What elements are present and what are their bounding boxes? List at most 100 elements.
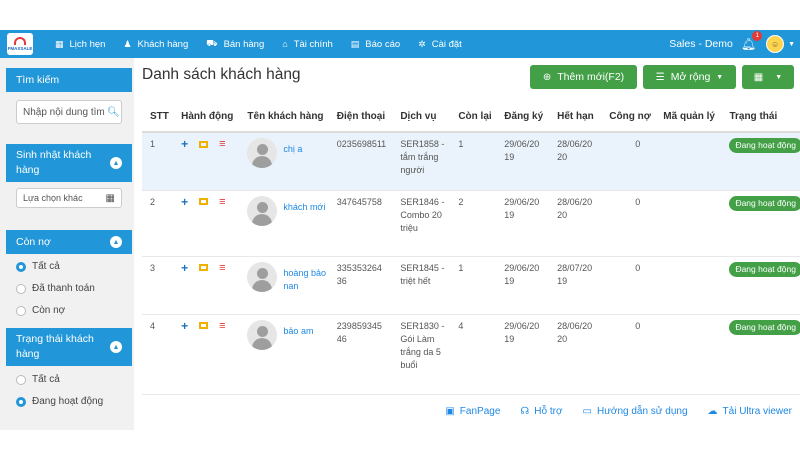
column-header[interactable]: Hết hạn xyxy=(549,102,602,133)
customer-avatar xyxy=(247,319,278,350)
radio-button[interactable] xyxy=(16,396,26,407)
chevron-down-icon: ▼ xyxy=(775,73,783,81)
customer-name-link[interactable]: chị a xyxy=(283,144,303,154)
radio-button[interactable] xyxy=(16,283,26,294)
table-row[interactable]: 3 + ≡ hoàng bảo nan 33535326436 SER1845 -… xyxy=(142,256,800,315)
row-index: 1 xyxy=(142,132,174,191)
radio-label: Đã thanh toán xyxy=(32,283,95,294)
app-logo[interactable]: FMAXSALE xyxy=(7,33,33,55)
plus-icon[interactable]: + xyxy=(181,318,189,333)
column-view-button[interactable]: ▦ ▼ xyxy=(742,65,794,89)
phone-value: 347645758 xyxy=(336,196,382,207)
list-icon: ☰ xyxy=(655,71,665,83)
customer-name-link[interactable]: hoàng bảo nan xyxy=(283,267,326,291)
table-row[interactable]: 2 + ≡ khách mới 347645758 SER1846 - Combo… xyxy=(142,190,800,257)
menu-icon[interactable]: ≡ xyxy=(219,319,226,332)
menu-icon[interactable]: ≡ xyxy=(219,138,226,150)
column-header[interactable]: Công nợ xyxy=(601,102,656,133)
add-button-label: Thêm mới(F2) xyxy=(557,71,625,83)
table-row[interactable]: 1 + ≡ chị a 0235698511 SER1858 - tắm trắn… xyxy=(142,132,800,191)
nav-item-customers[interactable]: ♟ Khách hàng xyxy=(123,39,188,50)
debt-panel-header[interactable]: Còn nợ ▲ xyxy=(6,230,132,254)
report-icon: ▤ xyxy=(350,38,360,49)
customer-table: STT Hành động Tên khách hàng Điện thoại … xyxy=(142,102,800,395)
person-icon: ♟ xyxy=(123,38,132,49)
expiry-date: 28/06/2020 xyxy=(557,320,593,344)
grid-icon: ▦ xyxy=(753,71,764,83)
table-header-row: STT Hành động Tên khách hàng Điện thoại … xyxy=(142,102,800,133)
column-header[interactable]: Trạng thái xyxy=(721,102,800,133)
add-customer-button[interactable]: ⊕ Thêm mới(F2) xyxy=(530,65,637,89)
card-icon[interactable] xyxy=(199,198,209,205)
column-header[interactable]: Dịch vụ xyxy=(392,102,451,133)
nav-label: Cài đặt xyxy=(431,38,462,50)
status-option-all[interactable]: Tất cả xyxy=(16,374,60,385)
debt-panel-title: Còn nợ xyxy=(16,235,51,248)
service-value: SER1858 - tắm trắng người xyxy=(400,139,445,175)
card-icon[interactable] xyxy=(199,264,209,271)
chevron-up-icon[interactable]: ▲ xyxy=(110,157,122,169)
search-icon[interactable]: 🔍︎ xyxy=(107,106,120,118)
nav-item-sales[interactable]: ⛟ Bán hàng xyxy=(206,38,264,50)
column-header[interactable]: Đăng ký xyxy=(496,102,550,133)
nav-item-appointments[interactable]: ▦ Lịch hẹn xyxy=(55,39,105,50)
bell-icon[interactable]: 🔔︎ 1 xyxy=(741,31,763,51)
column-header[interactable]: STT xyxy=(142,102,174,133)
nav-item-reports[interactable]: ▤ Báo cáo xyxy=(351,39,400,50)
plus-icon[interactable]: + xyxy=(181,260,189,275)
customer-name-link[interactable]: bảo am xyxy=(283,325,314,336)
expiry-date: 28/07/2019 xyxy=(557,262,593,286)
guide-link[interactable]: ▭ Hướng dẫn sử dụng xyxy=(583,406,688,417)
debt-option-owing[interactable]: Còn nợ xyxy=(16,305,65,316)
account-menu[interactable]: Sales - Demo xyxy=(669,38,733,50)
avatar[interactable]: ☺ xyxy=(766,35,785,53)
menu-icon[interactable]: ≡ xyxy=(219,195,226,208)
menu-icon[interactable]: ≡ xyxy=(219,261,226,274)
birthday-select[interactable]: Lựa chọn khác ▦ xyxy=(16,188,122,208)
radio-button[interactable] xyxy=(16,374,26,385)
debt-option-paid[interactable]: Đã thanh toán xyxy=(16,283,95,294)
nav-item-finance[interactable]: ⌂ Tài chính xyxy=(282,39,333,50)
status-option-active[interactable]: Đang hoạt động xyxy=(16,396,103,407)
chevron-down-icon[interactable]: ▼ xyxy=(788,40,795,48)
actions-cell: + ≡ xyxy=(173,190,240,257)
birthday-panel-header[interactable]: Sinh nhật khách hàng ▲ xyxy=(6,144,132,182)
notification-badge: 1 xyxy=(752,31,763,41)
more-button-label: Mở rộng xyxy=(670,71,711,83)
plus-icon[interactable]: + xyxy=(181,194,189,209)
actions-cell: + ≡ xyxy=(173,256,240,315)
plus-icon[interactable]: + xyxy=(181,137,189,151)
column-header[interactable]: Hành động xyxy=(173,102,240,133)
status-panel-header[interactable]: Trạng thái khách hàng ▲ xyxy=(6,328,132,366)
column-header[interactable]: Điện thoại xyxy=(328,102,393,133)
debt-option-all[interactable]: Tất cả xyxy=(16,261,60,272)
card-icon[interactable] xyxy=(199,140,209,148)
nav-label: Báo cáo xyxy=(365,38,401,50)
row-index: 4 xyxy=(142,314,174,395)
ultraviewer-link[interactable]: ☁ Tải Ultra viewer xyxy=(708,406,792,417)
table-row[interactable]: 4 + ≡ bảo am 23985934546 SER1830 - Gói Là… xyxy=(142,314,800,395)
nav-right: Sales - Demo 🔔︎ 1 ☺ ▼ xyxy=(669,31,800,53)
guide-label: Hướng dẫn sử dụng xyxy=(596,406,688,417)
column-header[interactable]: Tên khách hàng xyxy=(239,102,329,133)
chevron-up-icon[interactable]: ▲ xyxy=(110,236,122,248)
service-value: SER1845 - triệt hết xyxy=(400,262,445,286)
column-header[interactable]: Mã quản lý xyxy=(655,102,722,133)
nav-item-settings[interactable]: ✲ Cài đặt xyxy=(418,39,462,50)
phone-value: 23985934546 xyxy=(336,320,382,344)
radio-button[interactable] xyxy=(16,261,26,272)
chevron-up-icon[interactable]: ▲ xyxy=(110,341,122,353)
service-value: SER1846 - Combo 20 triệu xyxy=(400,196,445,233)
fanpage-link[interactable]: ▣ FanPage xyxy=(445,406,500,417)
support-link[interactable]: ☊ Hỗ trợ xyxy=(520,406,562,417)
column-header[interactable]: Còn lại xyxy=(450,102,497,133)
search-input[interactable] xyxy=(23,106,107,118)
card-icon[interactable] xyxy=(199,322,209,329)
radio-label: Tất cả xyxy=(32,374,60,385)
calendar-icon: ▦ xyxy=(55,38,64,49)
phone-value: 33535326436 xyxy=(336,262,382,286)
expand-menu-button[interactable]: ☰ Mở rộng ▼ xyxy=(643,65,736,89)
search-panel-header: Tìm kiếm xyxy=(6,68,132,92)
customer-name-link[interactable]: khách mới xyxy=(283,201,326,212)
radio-button[interactable] xyxy=(16,305,26,316)
